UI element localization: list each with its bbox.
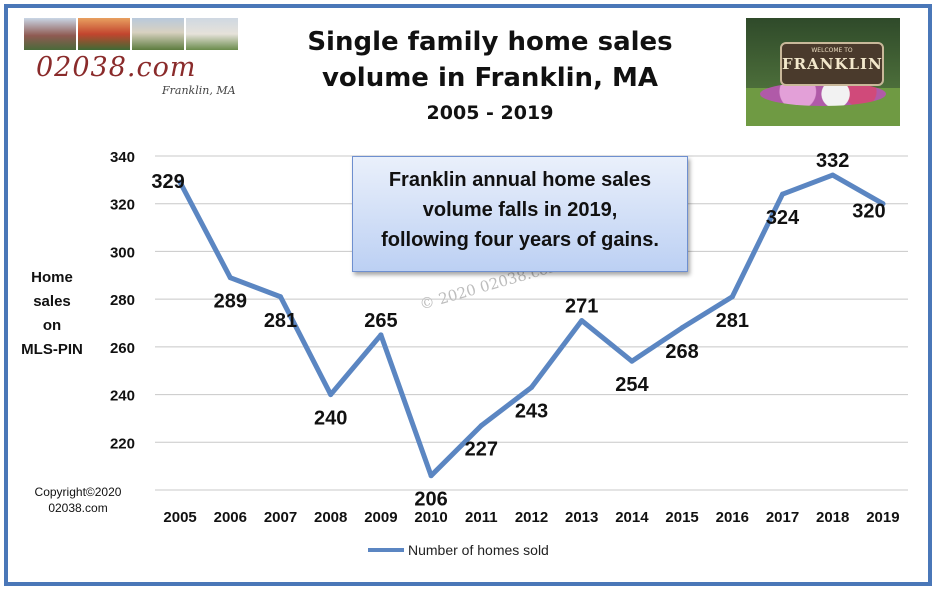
logo-thumb-1 xyxy=(24,18,76,50)
site-logo: 02038.com Franklin, MA xyxy=(22,18,242,104)
x-tick-label: 2015 xyxy=(665,509,698,526)
data-label: 324 xyxy=(766,207,800,229)
x-tick-label: 2011 xyxy=(465,509,498,526)
x-tick-label: 2006 xyxy=(214,509,247,526)
data-point xyxy=(529,384,534,390)
y-tick-label: 220 xyxy=(110,435,135,452)
y-axis-label-line: on xyxy=(42,317,62,334)
data-point xyxy=(780,191,785,197)
copyright-line: 02038.com xyxy=(48,501,108,515)
chart-title-line-1: Single family home sales xyxy=(307,27,673,57)
data-point xyxy=(177,179,183,185)
copyright-line: Copyright©2020 xyxy=(34,485,122,499)
x-tick-label: 2019 xyxy=(866,509,899,526)
logo-text: 02038.com xyxy=(36,52,197,83)
annotation-line: Franklin annual home sales xyxy=(388,169,652,191)
chart-title: Single family home sales volume in Frank… xyxy=(280,24,700,96)
y-tick-label: 260 xyxy=(110,340,135,357)
data-label: 206 xyxy=(414,489,447,511)
x-tick-label: 2005 xyxy=(163,509,196,526)
data-label: 227 xyxy=(465,439,498,461)
x-tick-label: 2014 xyxy=(615,509,649,526)
y-tick-label: 240 xyxy=(110,388,135,405)
data-label: 240 xyxy=(314,408,347,430)
franklin-sign-photo: WELCOME TO FRANKLIN xyxy=(746,18,900,126)
welcome-sign: WELCOME TO FRANKLIN xyxy=(780,42,884,86)
x-tick-label: 2013 xyxy=(565,509,598,526)
x-tick-label: 2010 xyxy=(414,509,447,526)
data-point xyxy=(729,294,735,300)
data-label: 268 xyxy=(665,341,698,363)
data-label: 281 xyxy=(264,310,297,332)
data-point xyxy=(629,358,635,364)
logo-thumb-2 xyxy=(78,18,130,50)
data-label: 281 xyxy=(716,310,749,332)
photo-flowers xyxy=(760,82,886,106)
chart-subtitle: 2005 - 2019 xyxy=(426,102,554,124)
annotation-box: Franklin annual home sales volume falls … xyxy=(352,156,688,272)
data-label: 265 xyxy=(364,310,397,332)
data-point xyxy=(428,473,434,479)
data-label: 271 xyxy=(565,296,598,318)
y-axis-label: Home sales on MLS-PIN xyxy=(16,266,88,362)
y-tick-label: 320 xyxy=(110,197,135,214)
data-point xyxy=(227,275,233,281)
data-label: 332 xyxy=(816,150,849,172)
x-tick-label: 2017 xyxy=(766,509,799,526)
logo-subtext: Franklin, MA xyxy=(162,84,236,97)
annotation-line: following four years of gains. xyxy=(381,229,659,251)
chart-legend: Number of homes sold xyxy=(368,542,549,558)
x-tick-label: 2008 xyxy=(314,509,347,526)
y-axis-label-line: MLS-PIN xyxy=(21,341,83,358)
logo-thumb-3 xyxy=(132,18,184,50)
chart-title-line-2: volume in Franklin, MA xyxy=(321,63,658,93)
y-tick-label: 340 xyxy=(110,149,135,166)
data-label: 289 xyxy=(214,291,247,313)
data-point xyxy=(579,318,585,324)
data-point xyxy=(830,172,836,178)
data-point xyxy=(679,325,685,331)
data-point xyxy=(880,201,886,207)
data-point xyxy=(278,294,283,300)
copyright-note: Copyright©2020 02038.com xyxy=(18,484,138,516)
data-point xyxy=(478,423,484,429)
logo-thumb-4 xyxy=(186,18,238,50)
annotation-line: volume falls in 2019, xyxy=(422,199,618,221)
y-axis-label-line: sales xyxy=(33,293,71,310)
data-label: 329 xyxy=(151,171,184,193)
y-tick-label: 300 xyxy=(110,244,135,261)
x-tick-label: 2012 xyxy=(515,509,548,526)
data-label: 243 xyxy=(515,400,548,422)
data-label: 320 xyxy=(852,201,885,223)
x-tick-label: 2007 xyxy=(264,509,297,526)
y-axis-label-line: Home xyxy=(31,269,73,286)
data-point xyxy=(378,332,384,338)
welcome-sign-town: FRANKLIN xyxy=(782,55,883,73)
y-tick-label: 280 xyxy=(110,292,135,309)
x-tick-label: 2018 xyxy=(816,509,849,526)
x-tick-label: 2009 xyxy=(364,509,397,526)
x-tick-label: 2016 xyxy=(716,509,749,526)
legend-swatch xyxy=(368,548,404,552)
data-label: 254 xyxy=(615,374,649,396)
legend-label: Number of homes sold xyxy=(408,542,549,558)
data-point xyxy=(328,392,334,398)
welcome-sign-small-text: WELCOME TO xyxy=(811,47,853,54)
